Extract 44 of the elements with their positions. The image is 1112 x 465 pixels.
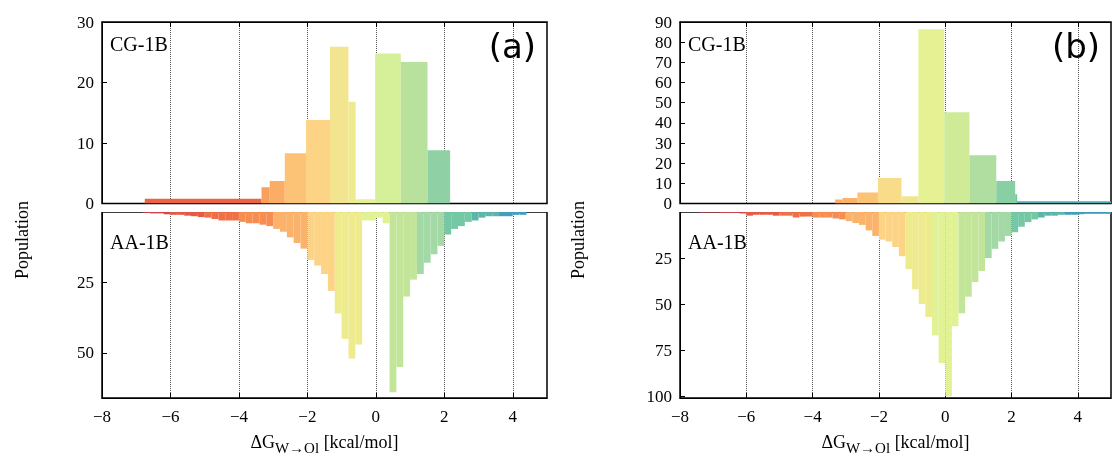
y-tick-label: 25 xyxy=(77,272,94,292)
chart-title: (a) xyxy=(488,26,537,66)
x-tick-label: −4 xyxy=(803,407,823,426)
annotation: CG-1B xyxy=(110,33,168,55)
y-tick-label: 10 xyxy=(77,133,94,153)
y-tick-label: 0 xyxy=(85,194,94,213)
annotation: AA-1B xyxy=(110,231,169,253)
y-tick-label: 60 xyxy=(655,73,672,92)
annotation: AA-1B xyxy=(688,231,747,253)
x-tick-label: 4 xyxy=(508,407,518,426)
x-tick-label: 0 xyxy=(371,407,381,426)
y-tick-label: 10 xyxy=(655,173,672,193)
y-tick-label: 30 xyxy=(77,12,94,32)
y-tick-label: 40 xyxy=(655,113,672,133)
y-tick-label: 25 xyxy=(655,248,672,268)
y-tick-label: 50 xyxy=(655,93,672,113)
x-tick-label: −6 xyxy=(737,407,756,426)
y-tick-label: 90 xyxy=(655,12,672,32)
x-tick-label: 2 xyxy=(440,407,449,426)
x-tick-label: −2 xyxy=(869,407,888,426)
y-tick-label: 20 xyxy=(655,153,672,173)
x-tick-label: 0 xyxy=(940,407,950,426)
x-tick-label: −8 xyxy=(92,407,112,426)
x-axis-title: ΔG$_{W→Ol}$ [kcal/mol] xyxy=(249,432,400,457)
y-tick-label: 70 xyxy=(655,52,672,72)
y-tick-label: 50 xyxy=(655,294,672,314)
y-tick-label: 100 xyxy=(646,386,672,406)
x-tick-label: −6 xyxy=(161,407,180,426)
x-tick-label: 2 xyxy=(1007,407,1016,426)
chart-title: (b) xyxy=(1051,26,1101,66)
y-tick-label: 20 xyxy=(77,73,94,92)
y-tick-label: 75 xyxy=(655,340,672,360)
x-axis-title: ΔG$_{W→Ol}$ [kcal/mol] xyxy=(820,432,971,457)
annotation: CG-1B xyxy=(688,33,746,55)
x-tick-label: 4 xyxy=(1073,407,1083,426)
y-tick-label: 50 xyxy=(77,343,94,363)
y-axis-title: Population xyxy=(11,200,33,279)
y-tick-label: 80 xyxy=(655,32,672,52)
x-tick-label: −2 xyxy=(298,407,317,426)
y-axis-title: Population xyxy=(567,200,589,279)
x-tick-label: −4 xyxy=(229,407,249,426)
y-tick-label: 0 xyxy=(663,194,672,213)
y-tick-label: 30 xyxy=(655,133,672,153)
x-tick-label: −8 xyxy=(670,407,690,426)
